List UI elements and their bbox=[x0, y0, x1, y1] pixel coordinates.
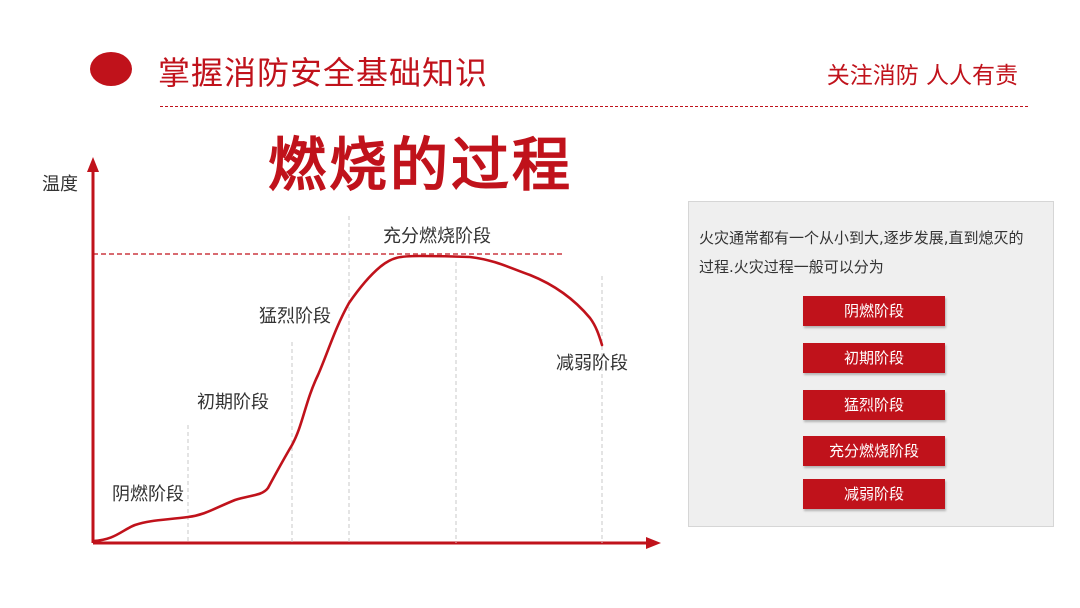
header-slogan: 关注消防 人人有责 bbox=[826, 63, 1018, 89]
info-panel: 火灾通常都有一个从小到大,逐步发展,直到熄灭的过程.火灾过程一般可以分为 阴燃阶… bbox=[688, 201, 1054, 527]
x-axis-arrow bbox=[646, 537, 661, 549]
header-title: 掌握消防安全基础知识 bbox=[158, 54, 489, 92]
stage-button-smoldering[interactable]: 阴燃阶段 bbox=[803, 296, 945, 326]
header-divider bbox=[160, 106, 1028, 107]
stage-button-full-burning[interactable]: 充分燃烧阶段 bbox=[803, 436, 945, 466]
info-description: 火灾通常都有一个从小到大,逐步发展,直到熄灭的过程.火灾过程一般可以分为 bbox=[699, 229, 1024, 276]
y-axis-label: 温度 bbox=[42, 174, 78, 195]
temperature-curve bbox=[91, 254, 604, 543]
main-title: 燃烧的过程 bbox=[268, 131, 574, 199]
y-axis-arrow bbox=[87, 157, 99, 172]
stage-label-initial: 初期阶段 bbox=[197, 392, 269, 413]
stage-label-smoldering: 阴燃阶段 bbox=[112, 484, 184, 505]
stage-button-intense[interactable]: 猛烈阶段 bbox=[803, 390, 945, 420]
header-dot bbox=[90, 52, 132, 86]
stage-label-full-burning: 充分燃烧阶段 bbox=[383, 226, 491, 247]
stage-label-decaying: 减弱阶段 bbox=[556, 353, 628, 374]
stage-button-decaying[interactable]: 减弱阶段 bbox=[803, 479, 945, 509]
stage-button-initial[interactable]: 初期阶段 bbox=[803, 343, 945, 373]
stage-label-intense: 猛烈阶段 bbox=[259, 306, 331, 327]
